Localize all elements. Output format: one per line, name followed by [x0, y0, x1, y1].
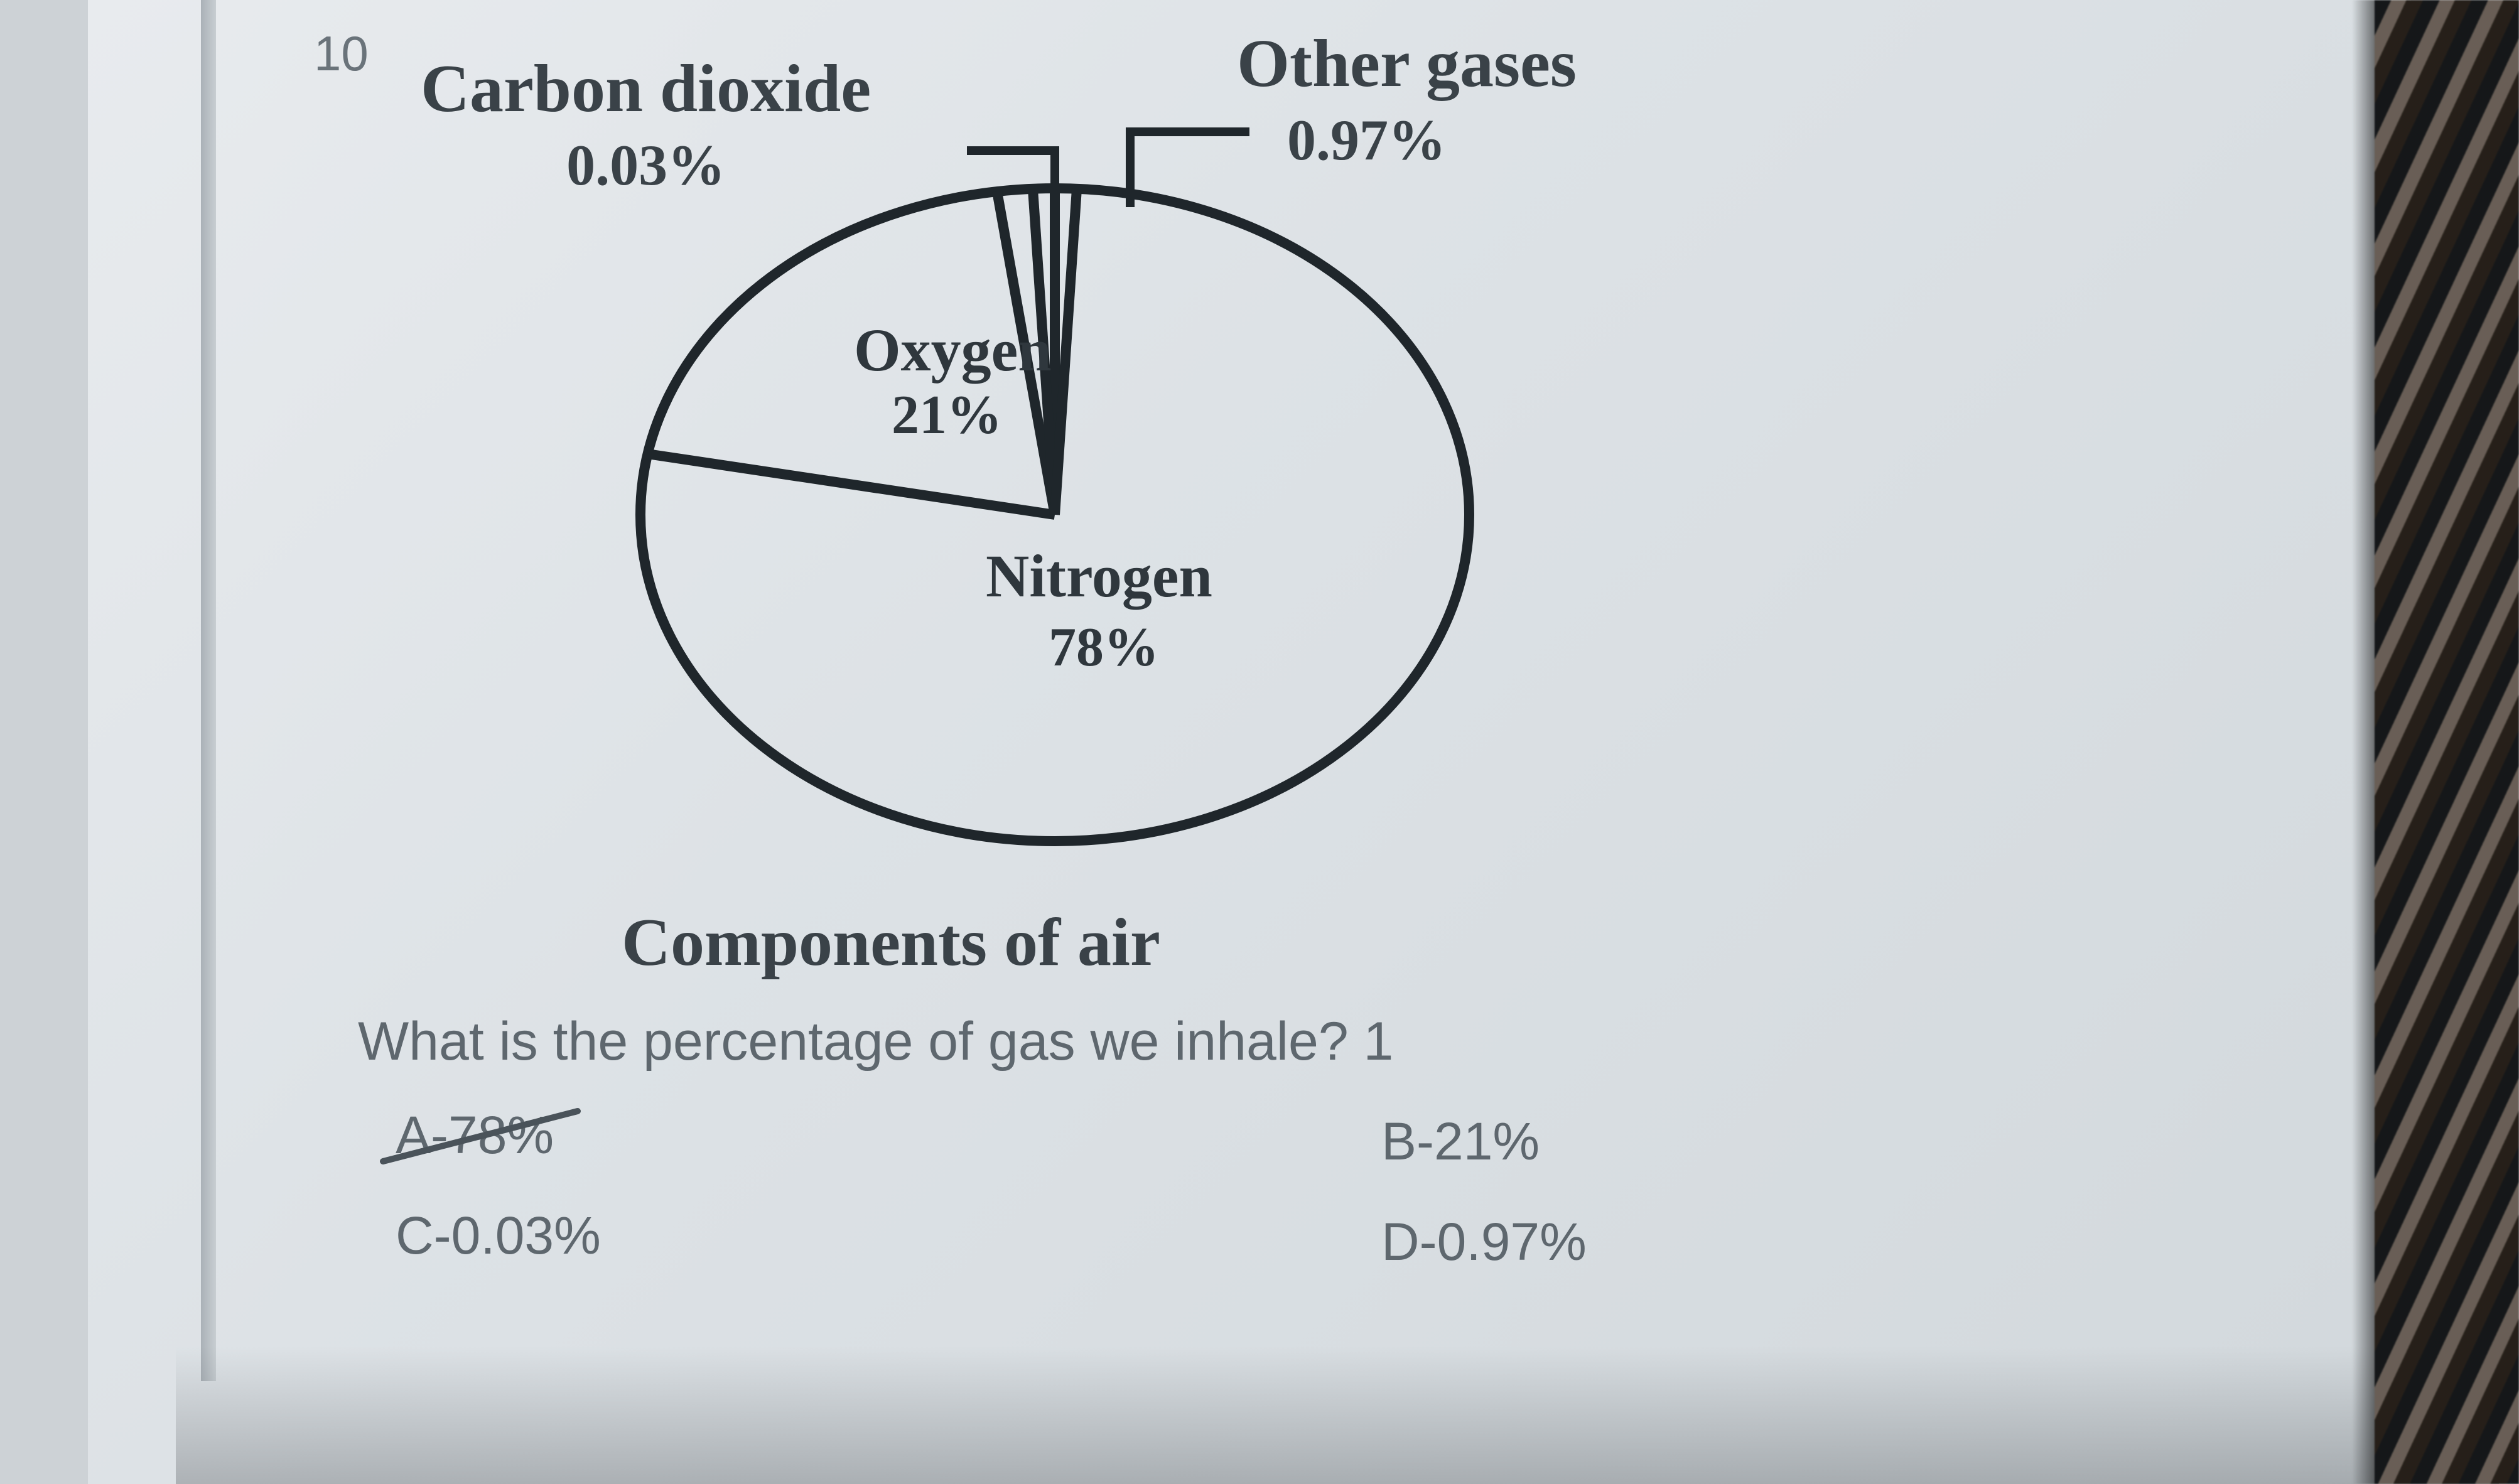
label-carbon-dioxide-name: Carbon dioxide — [421, 50, 871, 128]
pie-chart: Oxygen 21% Nitrogen 78% — [584, 163, 1526, 854]
label-oxygen-pct: 21% — [892, 385, 1002, 446]
question-number: 10 — [314, 25, 369, 82]
wedge-sep-oxygen-nitrogen — [647, 454, 1055, 515]
page-left-edge — [201, 0, 216, 1381]
label-other-gases: Other gases 0.97% — [1237, 25, 1577, 173]
background-fabric — [2375, 0, 2519, 1484]
option-a: A-78% — [396, 1105, 554, 1166]
worksheet-page: 10 Carbon dioxide 0.03% Other gases 0.97… — [88, 0, 2411, 1484]
option-d: D-0.97% — [1381, 1212, 1587, 1272]
label-nitrogen-pct: 78% — [1049, 617, 1159, 678]
page-bottom-shadow — [176, 1346, 2499, 1484]
option-b: B-21% — [1381, 1111, 1540, 1172]
chart-title: Components of air — [622, 904, 1160, 982]
question-text: What is the percentage of gas we inhale?… — [358, 1011, 1393, 1073]
label-nitrogen-name: Nitrogen — [986, 542, 1212, 610]
label-other-gases-name: Other gases — [1237, 25, 1577, 103]
label-oxygen-name: Oxygen — [854, 316, 1052, 384]
option-c: C-0.03% — [396, 1205, 601, 1266]
